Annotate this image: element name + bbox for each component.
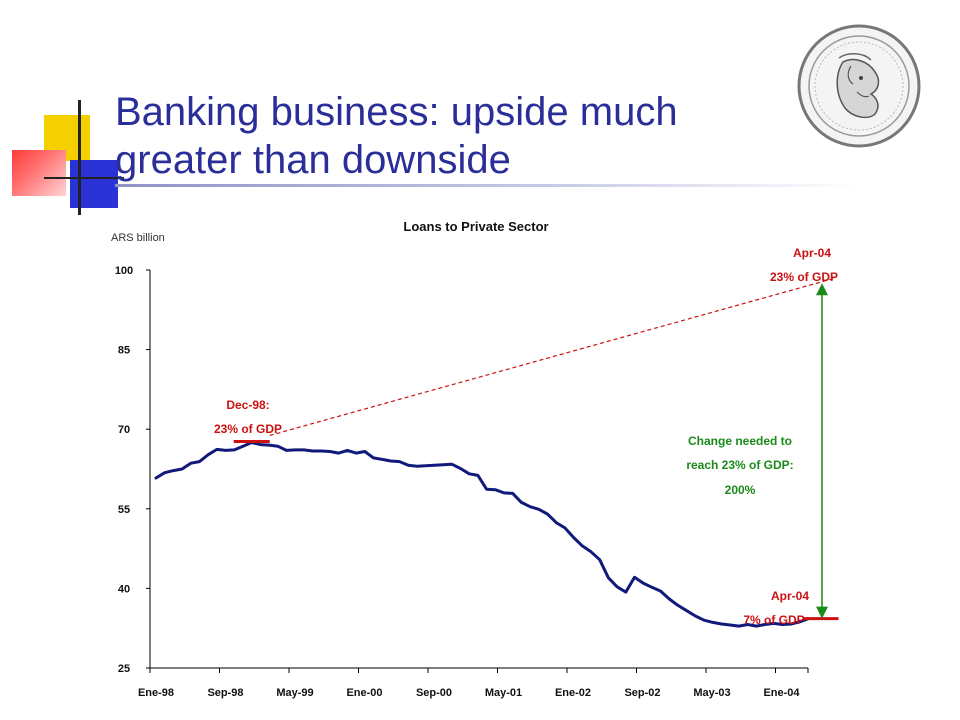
x-tick-label: May-03 (693, 687, 730, 699)
annotation-end-gdp: 7% of GDP (743, 613, 804, 627)
x-tick-label: Ene-00 (346, 687, 382, 699)
x-tick-label: May-01 (485, 687, 522, 699)
x-tick-label: Sep-98 (207, 687, 243, 699)
x-tick-label: May-99 (276, 687, 313, 699)
title-underline (115, 184, 860, 187)
series-line (154, 441, 810, 628)
y-tick-label: 70 (118, 424, 130, 436)
annotation-end-label: Apr-04 (771, 589, 809, 603)
projection-dashed-line (269, 277, 835, 437)
slide-title-line2: greater than downside (115, 138, 511, 182)
annotation-start-gdp: 23% of GDP (214, 422, 282, 436)
y-tick-label: 100 (115, 265, 133, 277)
y-tick-label: 25 (118, 663, 130, 675)
annotation-target-gdp: 23% of GDP (770, 270, 838, 284)
x-tick-label: Sep-02 (624, 687, 660, 699)
annotation-start-label: Dec-98: (226, 398, 269, 412)
chart-title: Loans to Private Sector (403, 219, 548, 234)
x-tick-label: Ene-98 (138, 687, 174, 699)
decor-red-square (12, 150, 66, 196)
arrow-head-up-icon (816, 283, 828, 296)
annotation-change-line1: Change needed to (688, 434, 792, 448)
slide-title: Banking business: upside much greater th… (115, 88, 755, 184)
x-tick-label: Sep-00 (416, 687, 452, 699)
slide-title-line1: Banking business: upside much (115, 90, 678, 134)
loans-chart: Loans to Private Sector ARS billion 100 8… (111, 219, 839, 699)
y-tick-label: 85 (118, 345, 130, 357)
x-tick-label: Ene-02 (555, 687, 591, 699)
annotation-change-line3: 200% (725, 483, 756, 497)
coin-emblem-icon (797, 24, 921, 148)
annotation-target-label: Apr-04 (793, 246, 831, 260)
annotation-change-line2: reach 23% of GDP: (686, 458, 793, 472)
y-axis-label: ARS billion (111, 232, 165, 244)
y-tick-label: 55 (118, 504, 130, 516)
decor-horizontal-line (44, 177, 124, 179)
decor-vertical-line (78, 100, 81, 215)
x-tick-label: Ene-04 (763, 687, 800, 699)
arrow-head-down-icon (816, 606, 828, 619)
y-tick-label: 40 (118, 583, 130, 595)
